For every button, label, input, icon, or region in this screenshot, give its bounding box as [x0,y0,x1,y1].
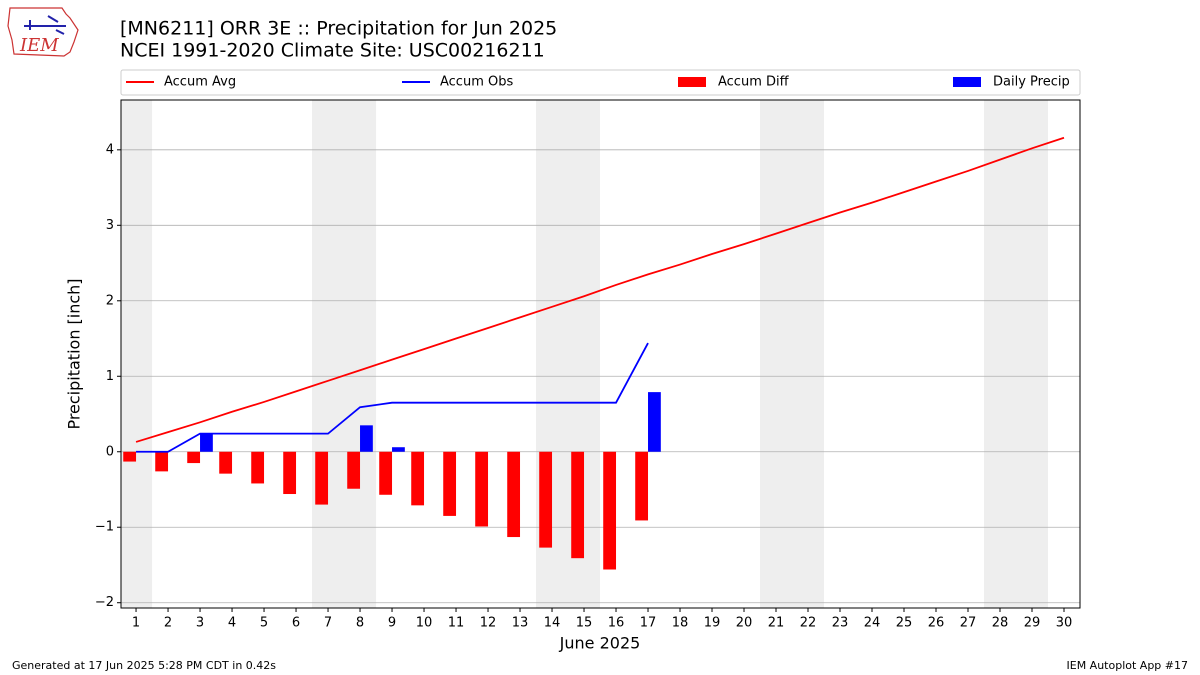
x-tick-label: 7 [324,616,332,631]
y-tick-label: 0 [106,444,114,459]
footer-right: IEM Autoplot App #17 [1067,659,1189,672]
x-tick-label: 16 [608,616,625,631]
bar [155,451,169,472]
weekend-shade [312,100,377,608]
y-tick-label: −2 [95,595,114,610]
x-tick-label: 9 [388,616,396,631]
y-axis-label: Precipitation [inch] [65,278,84,429]
x-tick-label: 11 [448,616,465,631]
x-tick-label: 2 [164,616,172,631]
legend-box [120,69,1081,96]
line [135,136,1065,443]
x-tick-label: 21 [768,616,785,631]
bar [315,451,329,505]
x-tick-label: 17 [640,616,657,631]
x-tick-label: 30 [1056,616,1073,631]
y-tick-label: 3 [106,218,114,233]
x-tick-label: 20 [736,616,753,631]
y-tick-label: 4 [106,142,114,157]
bar [635,451,649,521]
x-tick-label: 15 [576,616,593,631]
weekend-shade [760,100,825,608]
bar [347,451,361,489]
bar [200,433,213,452]
x-tick-label: 10 [416,616,433,631]
logo: IEM [7,7,79,57]
weekend-shade [984,100,1049,608]
x-tick-label: 12 [480,616,497,631]
bar [392,447,405,452]
y-tick-label: 1 [106,369,114,384]
x-tick-label: 6 [292,616,300,631]
bar [187,451,201,464]
x-axis-label: June 2025 [559,634,641,653]
footer-left: Generated at 17 Jun 2025 5:28 PM CDT in … [12,659,276,672]
x-tick-label: 13 [512,616,529,631]
bar [507,451,521,538]
x-tick-label: 3 [196,616,204,631]
bar [475,451,489,527]
x-tick-label: 24 [864,616,881,631]
bar [603,451,617,570]
bar [411,451,425,506]
plot-frame [120,99,1081,609]
x-tick-label: 18 [672,616,689,631]
bar [379,451,393,495]
x-tick-label: 22 [800,616,817,631]
x-tick-label: 5 [260,616,268,631]
plot-area [121,100,1080,608]
bar [219,451,233,474]
y-tick-label: 2 [106,293,114,308]
bar [571,451,585,559]
legend-label: Accum Avg [164,75,236,90]
legend-swatch [953,77,981,87]
bar [283,451,297,495]
chart-subtitle: NCEI 1991-2020 Climate Site: USC00216211 [120,40,545,62]
y-tick-label: −1 [95,520,114,535]
x-tick-label: 1 [132,616,140,631]
x-tick-label: 25 [896,616,913,631]
x-tick-label: 28 [992,616,1009,631]
x-tick-label: 14 [544,616,561,631]
legend-label: Daily Precip [993,75,1070,90]
x-tick-label: 23 [832,616,849,631]
bar [648,392,661,452]
x-tick-label: 4 [228,616,236,631]
x-tick-label: 26 [928,616,945,631]
bar [251,451,265,484]
legend-label: Accum Diff [718,75,790,90]
legend-label: Accum Obs [440,75,513,90]
bar [360,425,373,452]
bar [443,451,457,516]
bar [539,451,553,548]
logo-text: IEM [19,35,59,56]
line [136,342,649,453]
chart-title: [MN6211] ORR 3E :: Precipitation for Jun… [120,18,557,40]
x-tick-label: 8 [356,616,364,631]
x-tick-label: 29 [1024,616,1041,631]
x-tick-label: 19 [704,616,721,631]
weekend-shade [121,100,153,608]
x-tick-label: 27 [960,616,977,631]
bar [123,451,137,462]
legend-swatch [678,77,706,87]
